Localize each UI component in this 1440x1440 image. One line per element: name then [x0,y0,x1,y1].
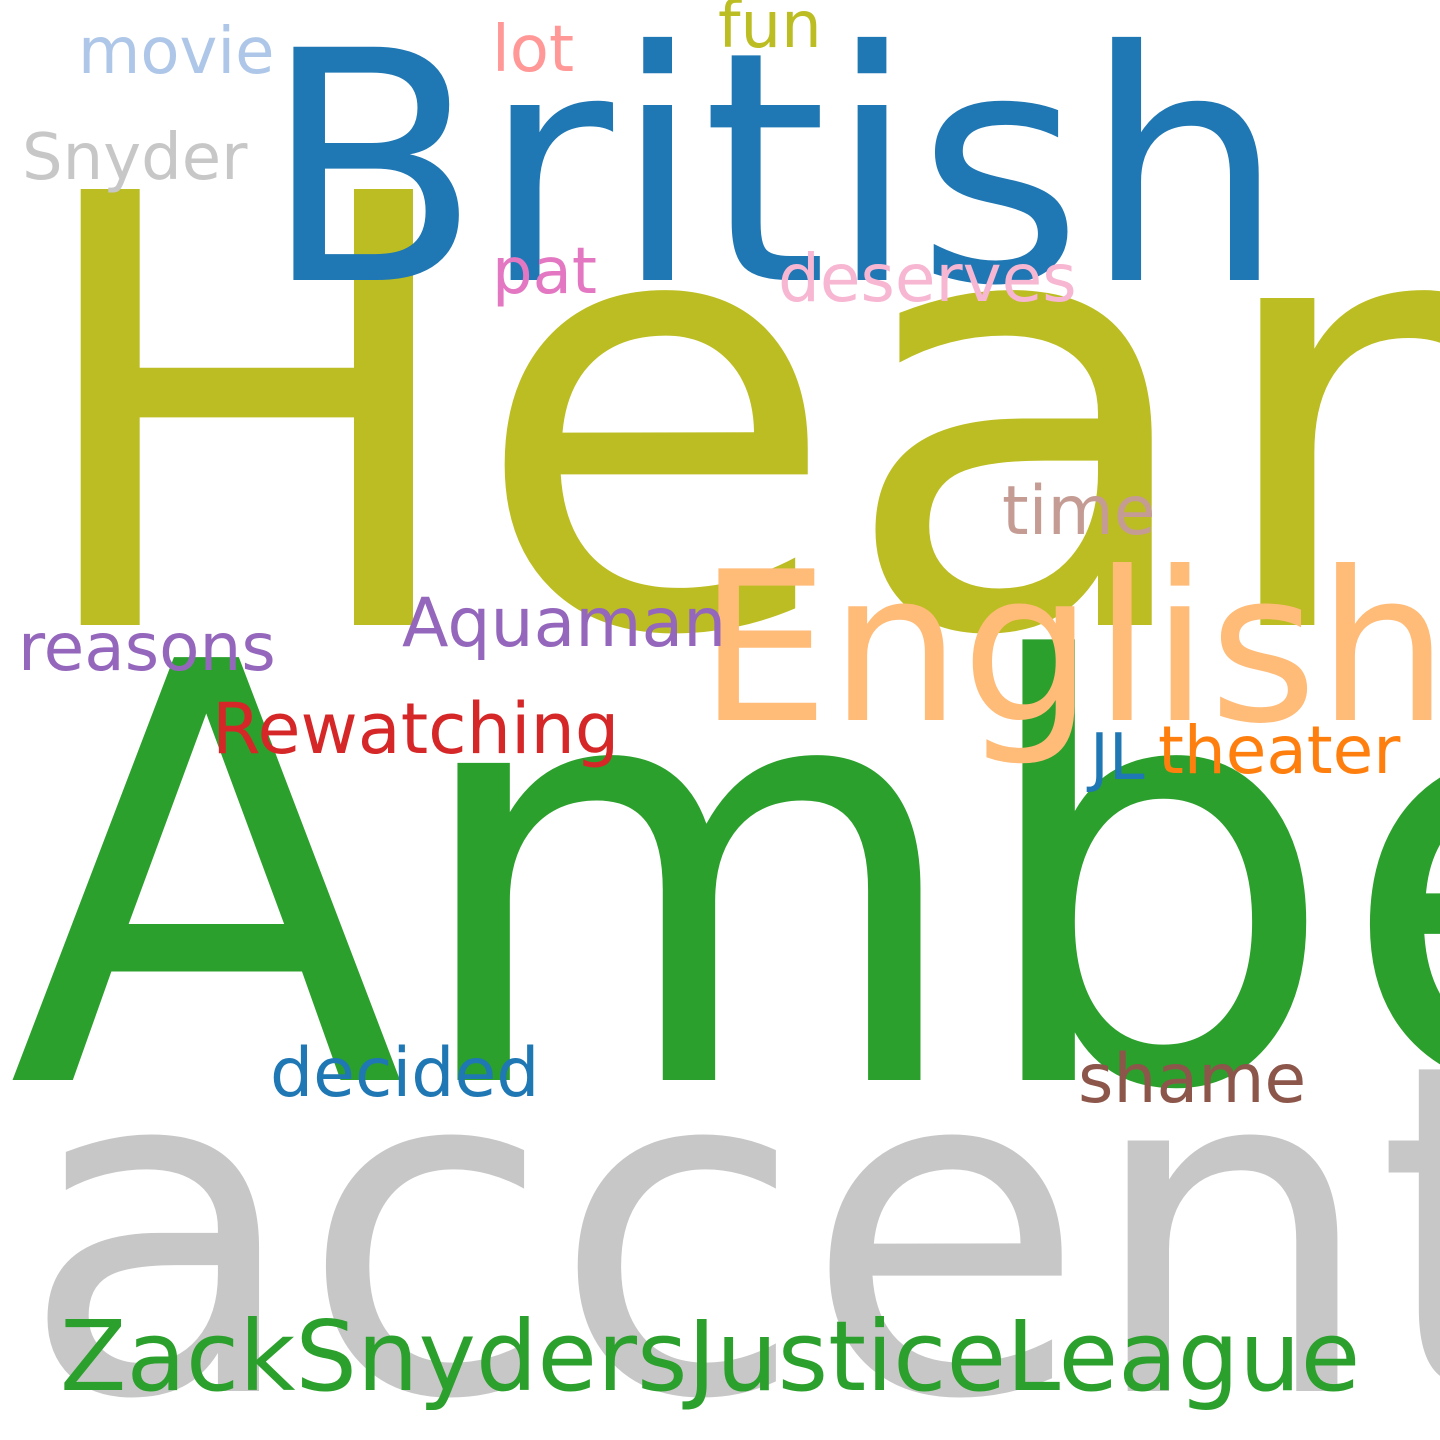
word-rewatching: Rewatching [212,688,620,770]
word-english: English [698,528,1440,770]
word-deserves: deserves [778,240,1077,317]
word-time: time [1002,472,1156,551]
word-british: British [262,0,1286,356]
word-aquaman: Aquaman [402,584,727,663]
word-snyder: Snyder [22,121,248,195]
word-reasons: reasons [18,609,276,686]
word-shame: shame [1078,1040,1307,1119]
word-movie: movie [78,15,275,89]
word-heard: Heard [22,71,1440,767]
word-theater: theater [1158,712,1401,789]
word-pat: pat [492,235,597,309]
word-fun: fun [718,0,822,63]
word-amber: Amber [8,542,1440,1217]
word-zack-snyders-justice-league: ZackSnydersJusticeLeague [60,1300,1361,1413]
word-jl: JL [1090,721,1145,795]
word-accent: accent [20,967,1440,1440]
word-lot: lot [492,13,575,87]
word-decided: decided [270,1034,540,1113]
